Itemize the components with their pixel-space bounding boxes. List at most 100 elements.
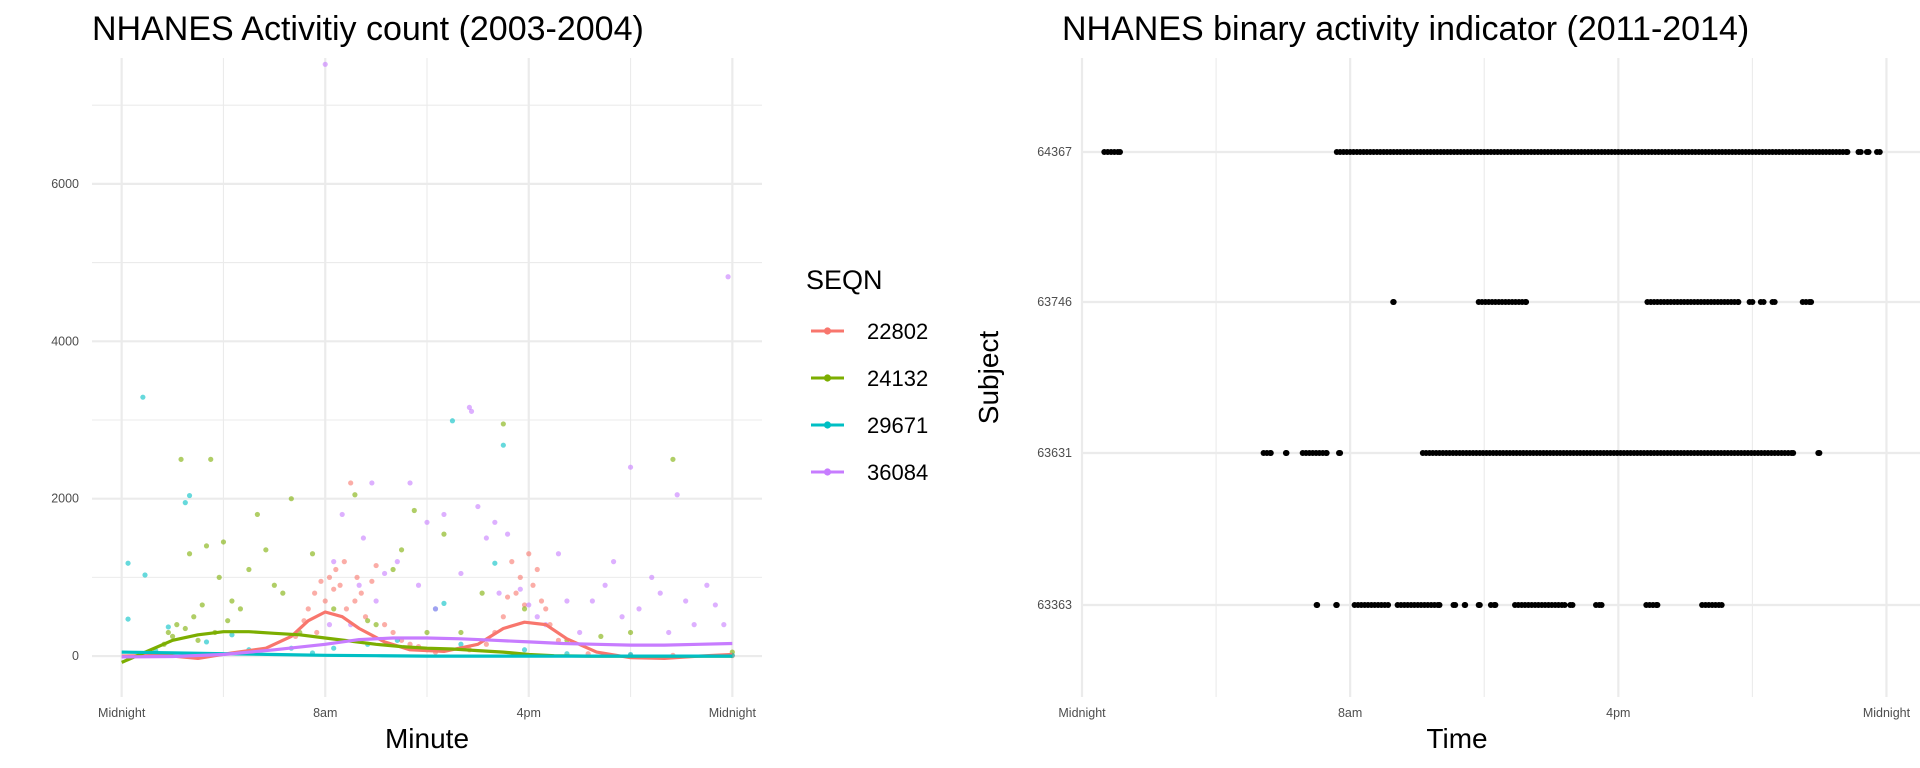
- data-point: [203, 639, 210, 645]
- activity-point: [1333, 602, 1340, 608]
- y-tick-label: 2000: [51, 492, 79, 506]
- data-points: [1101, 149, 1883, 608]
- data-point: [343, 606, 350, 612]
- data-point: [140, 394, 146, 400]
- data-point: [348, 480, 354, 486]
- activity-point: [1436, 602, 1443, 608]
- legend-label: 22802: [867, 319, 928, 344]
- data-point: [424, 629, 430, 636]
- data-point: [208, 456, 214, 462]
- data-point: [165, 629, 171, 636]
- data-point: [125, 560, 131, 566]
- data-point: [526, 551, 532, 557]
- data-point: [504, 531, 511, 537]
- data-point: [683, 598, 689, 604]
- data-point: [725, 274, 731, 280]
- activity-point: [1569, 602, 1576, 608]
- data-point: [564, 598, 570, 604]
- data-point: [360, 535, 366, 541]
- y-axis-title: Subject: [973, 331, 1004, 425]
- data-point: [365, 618, 371, 624]
- y-tick-label: 4000: [51, 334, 79, 348]
- x-tick-label: 8am: [313, 706, 337, 720]
- data-point: [704, 582, 710, 588]
- data-point: [530, 582, 536, 588]
- data-point: [352, 492, 358, 498]
- x-tick-label: 8am: [1338, 706, 1362, 720]
- data-point: [195, 637, 201, 643]
- data-point: [513, 590, 519, 596]
- data-point: [543, 606, 549, 612]
- data-point: [182, 500, 188, 506]
- series-line: [121, 610, 733, 660]
- legend-label: 24132: [867, 366, 928, 391]
- data-point: [373, 598, 379, 604]
- binary-activity-chart: NHANES binary activity indicator (2011-2…: [973, 10, 1920, 754]
- data-point: [354, 574, 360, 580]
- data-point: [229, 632, 235, 638]
- activity-point: [1790, 450, 1797, 456]
- x-tick-label: Midnight: [1863, 706, 1911, 720]
- data-point: [721, 622, 727, 628]
- data-point: [424, 519, 430, 525]
- data-point: [246, 566, 252, 573]
- activity-point: [1749, 299, 1756, 305]
- data-point: [483, 641, 489, 647]
- activity-point: [1267, 450, 1274, 456]
- x-tick-label: Midnight: [1058, 706, 1106, 720]
- activity-point: [1876, 149, 1883, 155]
- data-point: [225, 618, 231, 624]
- data-point: [521, 647, 528, 653]
- data-point: [468, 408, 475, 414]
- y-tick-label: 0: [72, 649, 79, 663]
- data-point: [178, 456, 184, 462]
- data-point: [312, 590, 318, 596]
- x-tick-label: Midnight: [709, 706, 757, 720]
- activity-point: [1865, 149, 1872, 155]
- data-point: [369, 578, 375, 584]
- data-point: [712, 602, 718, 608]
- data-point: [322, 598, 328, 604]
- data-point: [441, 511, 447, 518]
- y-axis-ticks: 63363 63631 63746 64367: [1037, 145, 1072, 612]
- activity-point: [1598, 602, 1605, 608]
- data-point: [271, 582, 277, 588]
- activity-point: [1760, 299, 1767, 305]
- data-point: [458, 570, 464, 577]
- smooth-lines: [121, 610, 733, 664]
- data-point: [610, 559, 617, 565]
- activity-point: [1323, 450, 1330, 456]
- y-tick-label: 63363: [1037, 598, 1072, 612]
- data-point: [657, 590, 663, 596]
- data-point: [220, 539, 227, 545]
- data-point: [674, 492, 680, 498]
- data-point: [496, 590, 502, 596]
- data-point: [441, 531, 447, 537]
- y-axis-ticks: 0 2000 4000 6000: [51, 177, 79, 663]
- data-point: [390, 629, 396, 636]
- x-tick-label: Midnight: [98, 706, 146, 720]
- data-point: [492, 519, 498, 525]
- series-line: [121, 636, 733, 659]
- legend-label: 36084: [867, 460, 928, 485]
- data-point: [504, 594, 511, 600]
- data-point: [449, 418, 456, 424]
- data-point: [394, 559, 400, 565]
- data-point: [627, 629, 634, 636]
- data-point: [186, 551, 193, 557]
- activity-point: [1771, 299, 1778, 305]
- data-point: [125, 616, 131, 622]
- data-point: [142, 572, 148, 578]
- data-point: [500, 614, 506, 620]
- left-chart-panel: NHANES Activitiy count (2003-2004) 0 2000…: [51, 10, 928, 754]
- activity-point: [1117, 149, 1123, 155]
- activity-point: [1314, 602, 1321, 608]
- data-point: [309, 551, 316, 557]
- data-point: [318, 578, 324, 584]
- legend-key-point: [823, 374, 832, 382]
- data-point: [483, 535, 489, 541]
- data-point: [305, 606, 311, 612]
- data-point: [322, 61, 328, 67]
- data-point: [526, 602, 532, 608]
- activity-point: [1462, 602, 1469, 608]
